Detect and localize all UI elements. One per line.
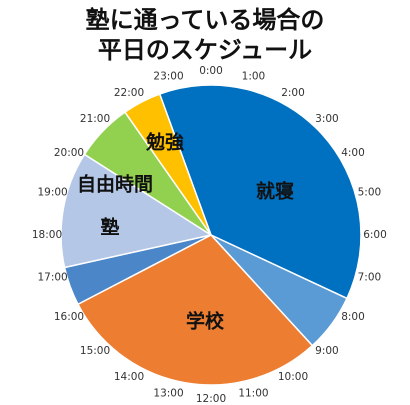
hour-label: 1:00 <box>242 71 266 83</box>
hour-label: 9:00 <box>315 345 339 357</box>
hour-label: 20:00 <box>54 147 84 159</box>
hour-label: 3:00 <box>315 113 339 125</box>
slice-label: 就寝 <box>256 180 294 203</box>
hour-label: 15:00 <box>80 345 110 357</box>
hour-label: 14:00 <box>114 371 144 383</box>
hour-label: 13:00 <box>153 387 183 399</box>
pie-slice <box>123 93 212 236</box>
slice-label: 勉強 <box>145 131 184 154</box>
hour-label: 11:00 <box>238 387 268 399</box>
hour-label: 18:00 <box>32 229 62 241</box>
hour-label: 10:00 <box>278 371 308 383</box>
slice-label: 塾 <box>100 216 119 239</box>
hour-label: 12:00 <box>196 393 226 405</box>
hour-label: 17:00 <box>37 271 67 283</box>
chart-title: 塾に通っている場合の <box>86 6 325 34</box>
slice-label: 学校 <box>186 310 225 333</box>
hour-label: 19:00 <box>37 187 67 199</box>
hour-label: 8:00 <box>341 311 365 323</box>
pie-slice <box>158 84 362 300</box>
slice-label: 自由時間 <box>77 173 153 196</box>
chart-title: 平日のスケジュール <box>98 36 312 64</box>
hour-label: 5:00 <box>358 187 382 199</box>
hour-label: 16:00 <box>54 311 84 323</box>
hour-label: 22:00 <box>114 87 144 99</box>
hour-label: 2:00 <box>281 87 305 99</box>
hour-label: 0:00 <box>199 65 223 77</box>
hour-label: 21:00 <box>80 113 110 125</box>
hour-label: 23:00 <box>153 71 183 83</box>
hour-label: 6:00 <box>363 229 387 241</box>
pie-slice <box>76 234 314 386</box>
hour-label: 4:00 <box>341 147 365 159</box>
hour-label: 7:00 <box>358 271 382 283</box>
pie-slice <box>60 153 213 269</box>
